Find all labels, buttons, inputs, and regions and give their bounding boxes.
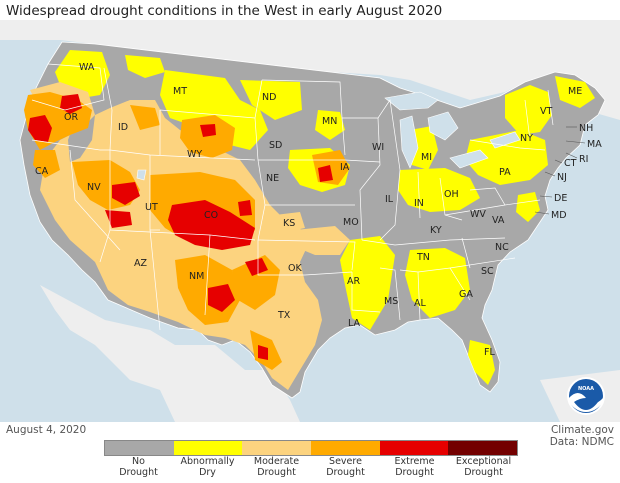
state-label-az: AZ xyxy=(134,258,147,269)
state-label-tn: TN xyxy=(416,252,430,263)
state-label-vt: VT xyxy=(540,106,552,117)
state-label-de: DE xyxy=(554,193,567,204)
map-credit: Climate.gov Data: NDMC xyxy=(550,424,614,448)
moderate-drought-areas xyxy=(30,82,350,390)
state-label-wa: WA xyxy=(79,62,95,73)
legend-swatch-moderate-drought xyxy=(242,441,312,455)
state-label-ut: UT xyxy=(145,202,158,213)
state-label-ks: KS xyxy=(283,218,295,229)
state-label-ca: CA xyxy=(35,166,49,177)
credit-data-source: Data: NDMC xyxy=(549,436,614,448)
state-label-nd: ND xyxy=(262,92,276,103)
state-label-ne: NE xyxy=(266,173,279,184)
state-label-id: ID xyxy=(118,122,128,133)
legend-label-no-drought: No Drought xyxy=(119,456,158,478)
legend-label-severe-drought: Severe Drought xyxy=(326,456,365,478)
state-label-mn: MN xyxy=(322,116,337,127)
state-label-ar: AR xyxy=(347,276,360,287)
extreme-drought-areas xyxy=(28,94,333,360)
legend-swatch-exceptional-drought xyxy=(448,441,518,455)
legend-labels: No Drought Abnormally Dry Moderate Drought … xyxy=(104,456,518,478)
map-date: August 4, 2020 xyxy=(6,424,87,436)
state-label-sc: SC xyxy=(481,266,494,277)
state-label-oh: OH xyxy=(444,189,459,200)
state-label-ok: OK xyxy=(288,263,302,274)
state-label-nm: NM xyxy=(189,271,204,282)
state-label-in: IN xyxy=(414,198,424,209)
state-label-wy: WY xyxy=(187,149,202,160)
state-label-wi: WI xyxy=(372,142,384,153)
state-label-co: CO xyxy=(204,210,218,221)
state-label-nj: NJ xyxy=(557,172,567,183)
state-label-pa: PA xyxy=(499,167,511,178)
lakes xyxy=(136,91,521,181)
state-label-or: OR xyxy=(64,112,78,123)
legend-label-exceptional-drought: Exceptional Drought xyxy=(455,456,512,478)
legend-swatch-abnormally-dry xyxy=(173,441,243,455)
state-label-md: MD xyxy=(551,210,567,221)
state-label-wv: WV xyxy=(470,209,486,220)
state-label-mi: MI xyxy=(421,152,432,163)
state-label-la: LA xyxy=(348,318,361,329)
state-label-ct: CT xyxy=(564,158,577,169)
state-label-ri: RI xyxy=(579,154,588,165)
state-label-ny: NY xyxy=(520,133,533,144)
state-label-tx: TX xyxy=(277,310,291,321)
state-label-ia: IA xyxy=(340,162,350,173)
state-label-fl: FL xyxy=(484,347,495,358)
map-title: Widespread drought conditions in the Wes… xyxy=(6,3,443,19)
legend-label-extreme-drought: Extreme Drought xyxy=(394,456,435,478)
legend-label-moderate-drought: Moderate Drought xyxy=(253,456,300,478)
state-label-nv: NV xyxy=(87,182,101,193)
state-label-nh: NH xyxy=(579,123,593,134)
legend-swatch-extreme-drought xyxy=(379,441,449,455)
noaa-logo: NOAA xyxy=(567,377,605,415)
canada-landmass xyxy=(0,20,620,120)
state-label-nc: NC xyxy=(495,242,509,253)
drought-map: WA OR CA ID NV MT WY UT AZ CO NM ND SD N… xyxy=(0,20,620,422)
state-label-mt: MT xyxy=(173,86,187,97)
leader-lines xyxy=(534,126,586,215)
state-label-mo: MO xyxy=(343,217,359,228)
state-boundaries xyxy=(31,63,554,331)
mexico-landmass xyxy=(40,285,300,422)
state-label-il: IL xyxy=(385,194,394,205)
state-label-sd: SD xyxy=(269,140,282,151)
state-label-ga: GA xyxy=(459,289,473,300)
noaa-logo-text: NOAA xyxy=(578,386,594,392)
legend-swatch-severe-drought xyxy=(311,441,380,455)
legend-label-abnormally-dry: Abnormally Dry xyxy=(180,456,235,478)
legend-swatch-no-drought xyxy=(105,441,174,455)
credit-site: Climate.gov xyxy=(550,424,614,436)
state-labels: WA OR CA ID NV MT WY UT AZ CO NM ND SD N… xyxy=(35,62,602,358)
state-label-ky: KY xyxy=(430,225,442,236)
state-label-ma: MA xyxy=(587,139,602,150)
state-label-al: AL xyxy=(414,298,426,309)
state-label-ms: MS xyxy=(384,296,398,307)
legend-colorbar xyxy=(104,440,518,456)
state-label-va: VA xyxy=(492,215,505,226)
state-label-me: ME xyxy=(568,86,582,97)
